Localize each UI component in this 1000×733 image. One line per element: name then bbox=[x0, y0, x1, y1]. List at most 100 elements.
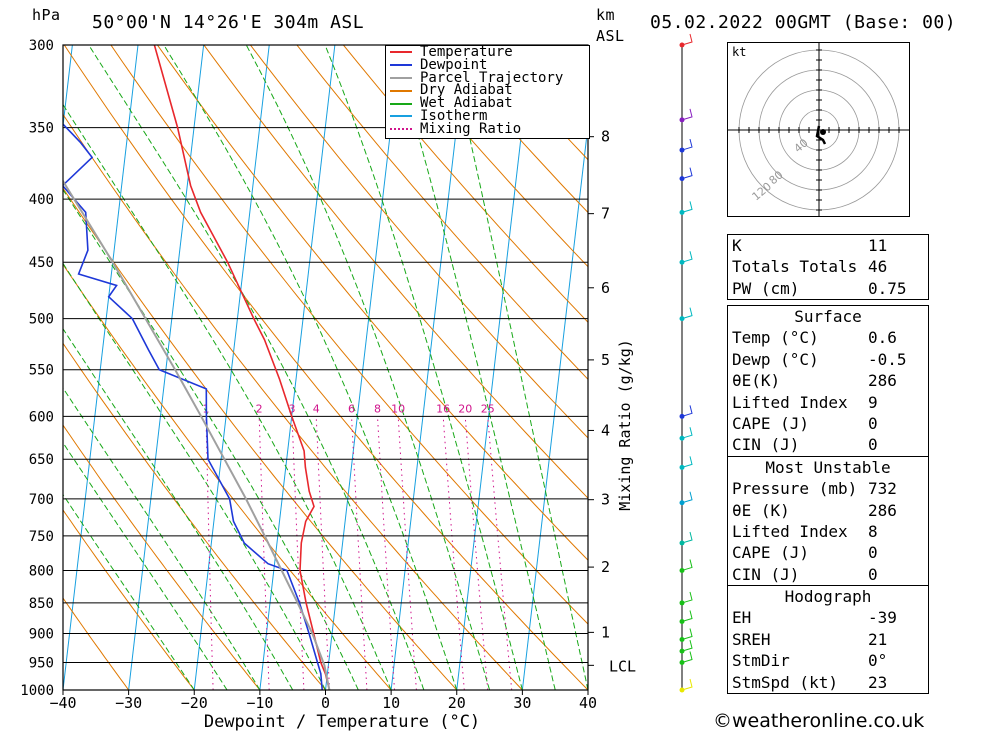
wet-adiabat-line bbox=[392, 45, 556, 690]
legend-swatch bbox=[390, 76, 412, 79]
unstable-row: CIN (J) 0 bbox=[732, 564, 878, 584]
surface-title: Surface bbox=[794, 307, 862, 326]
pressure-tick-label: 300 bbox=[29, 38, 54, 54]
wind-barb bbox=[681, 491, 693, 504]
km-tick-label: 6 bbox=[601, 279, 610, 297]
mixing-ratio-line bbox=[205, 416, 214, 690]
wind-barb bbox=[681, 307, 693, 320]
legend: Temperature Dewpoint Parcel Trajectory Dry … bbox=[385, 45, 590, 139]
pressure-tick-label: 500 bbox=[29, 312, 54, 328]
legend-swatch bbox=[390, 64, 412, 67]
isotherm-line bbox=[128, 45, 205, 690]
legend-swatch bbox=[390, 102, 412, 105]
pressure-tick-label: 450 bbox=[29, 255, 54, 271]
mixing-ratio-line bbox=[377, 416, 395, 690]
mixing-ratio-label: 2 bbox=[256, 402, 263, 415]
wind-barb bbox=[681, 427, 693, 439]
km-tick-label: 4 bbox=[601, 421, 610, 439]
legend-label: Mixing Ratio bbox=[420, 120, 522, 137]
hodograph-unit: kt bbox=[732, 45, 747, 59]
x-tick-label: −10 bbox=[246, 694, 273, 712]
legend-label: Temperature bbox=[420, 44, 513, 60]
legend-label: Isotherm bbox=[420, 107, 488, 124]
legend-item: Wet Adiabat bbox=[386, 95, 589, 112]
surface-row: Dewp (°C) -0.5 bbox=[732, 349, 907, 369]
wind-barb bbox=[681, 456, 693, 468]
datetime-title: 05.02.2022 00GMT (Base: 00) bbox=[650, 12, 957, 33]
unstable-row: Pressure (mb) 732 bbox=[732, 479, 897, 499]
pressure-unit-label: hPa bbox=[32, 6, 61, 24]
wet-adiabat-line bbox=[245, 45, 491, 690]
x-tick-label: 20 bbox=[448, 694, 466, 712]
isotherm-line bbox=[521, 121, 588, 690]
pressure-tick-label: 650 bbox=[29, 452, 54, 468]
surface-table: Surface Temp (°C) 0.6 Dewp (°C) -0.5 θE(K)… bbox=[727, 305, 929, 695]
hodograph-ring-label: 40 bbox=[792, 136, 811, 155]
mixing-ratio-label: 20 bbox=[458, 402, 472, 415]
index-row-tt: Totals Totals 46 bbox=[732, 257, 888, 277]
x-tick-label: −40 bbox=[49, 694, 76, 712]
x-tick-label: −20 bbox=[181, 694, 208, 712]
hodo-row: StmDir 0° bbox=[732, 651, 888, 671]
mixing-ratio-line bbox=[291, 416, 305, 690]
isotherm-line bbox=[390, 45, 467, 690]
x-tick-label: 30 bbox=[513, 694, 531, 712]
dry-adiabat-line bbox=[63, 263, 392, 690]
surface-row: θE(K) 286 bbox=[732, 371, 897, 391]
isotherm-line bbox=[193, 45, 270, 690]
wind-barb bbox=[681, 33, 693, 46]
legend-label: Dewpoint bbox=[420, 56, 488, 73]
dry-adiabat-line bbox=[156, 45, 588, 561]
index-row-k: K 11 bbox=[732, 236, 888, 255]
isotherm-line bbox=[325, 45, 401, 690]
hodo-row: EH -39 bbox=[732, 608, 897, 628]
x-tick-label: 40 bbox=[579, 694, 597, 712]
surface-row: CAPE (J) 0 bbox=[732, 413, 878, 433]
legend-item: Dewpoint bbox=[386, 56, 589, 73]
unstable-title: Most Unstable bbox=[765, 457, 891, 477]
dry-adiabat-line bbox=[389, 45, 588, 268]
wind-barb bbox=[681, 108, 693, 121]
storm-motion-marker bbox=[820, 129, 826, 135]
lcl-label: LCL bbox=[609, 657, 636, 675]
legend-label: Parcel Trajectory bbox=[420, 69, 564, 86]
unstable-row: CAPE (J) 0 bbox=[732, 543, 878, 563]
hodograph-trace bbox=[815, 125, 827, 145]
isotherm-line bbox=[0, 45, 7, 690]
y2-axis-label: Mixing Ratio (g/kg) bbox=[616, 339, 634, 511]
legend-label: Wet Adiabat bbox=[420, 95, 513, 112]
series-dewpoint bbox=[63, 122, 323, 690]
isotherm-line bbox=[259, 45, 336, 690]
km-tick-label: 8 bbox=[601, 128, 610, 146]
credit-text: ©weatheronline.co.uk bbox=[713, 710, 925, 732]
pressure-tick-label: 600 bbox=[29, 409, 54, 425]
legend-swatch bbox=[390, 115, 412, 118]
wind-barb bbox=[681, 640, 693, 652]
legend-item: Isotherm bbox=[386, 107, 589, 124]
legend-swatch bbox=[390, 128, 412, 131]
km-tick-label: 1 bbox=[601, 623, 610, 641]
surface-row: Temp (°C) 0.6 bbox=[732, 328, 897, 348]
km-tick-label: 2 bbox=[601, 558, 610, 576]
wind-barb bbox=[681, 610, 693, 622]
wind-barb bbox=[681, 201, 693, 213]
isotherm-line bbox=[456, 45, 533, 690]
wind-barb bbox=[681, 651, 693, 663]
hodo-row: SREH 21 bbox=[732, 629, 888, 649]
dry-adiabat-line bbox=[343, 45, 588, 323]
wind-barb bbox=[681, 138, 693, 151]
pressure-tick-label: 400 bbox=[29, 192, 54, 208]
mixing-ratio-label: 4 bbox=[313, 402, 320, 415]
mixing-ratio-label: 25 bbox=[481, 402, 495, 415]
pressure-tick-label: 900 bbox=[29, 627, 54, 643]
pressure-tick-label: 750 bbox=[29, 529, 54, 545]
pressure-tick-label: 950 bbox=[29, 656, 54, 672]
wet-adiabat-line bbox=[448, 45, 588, 690]
wind-barb bbox=[681, 531, 693, 544]
legend-item: Mixing Ratio bbox=[386, 120, 589, 137]
pressure-tick-label: 1000 bbox=[20, 683, 54, 699]
index-row-pw: PW (cm) 0.75 bbox=[732, 278, 907, 298]
indices-table: K 11 Totals Totals 46 PW (cm) 0.75 bbox=[727, 234, 929, 301]
mixing-ratio-line bbox=[351, 416, 368, 690]
mixing-ratio-label: 8 bbox=[374, 402, 381, 415]
